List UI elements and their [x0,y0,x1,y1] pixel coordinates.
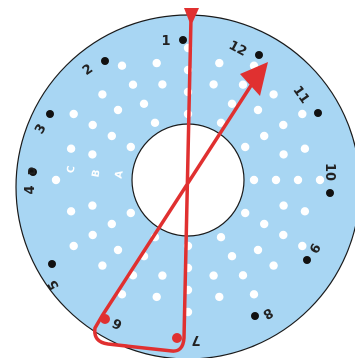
hole-dot [69,241,78,251]
hole-dot [152,292,161,302]
route-stop-7 [172,333,182,343]
marker-dots [29,36,334,320]
hole-dot [227,252,237,261]
hole-dot [158,80,167,89]
hour-marker-dot [101,57,109,65]
hole-dot [269,261,278,270]
hole-dot [150,118,160,128]
hole-dot [128,80,138,89]
hour-marker-dot [251,312,259,320]
hole-dot [139,99,149,109]
down-triangle-icon [184,8,199,26]
hole-dot [227,99,237,109]
hole-dot [158,271,167,280]
hole-dot [88,201,97,210]
hole-dot [253,105,263,115]
hole-dot [300,144,310,153]
hole-dot [215,292,224,302]
hole-dot [209,80,218,89]
hole-dot [298,109,307,119]
ring-label-b: B [90,169,102,178]
hole-dot [298,241,307,251]
ring-label-d: D [27,167,38,175]
arrowhead-icon [240,62,268,96]
hole-dot [249,175,259,185]
hole-dot [216,233,226,242]
hole-dot [51,175,61,185]
hole-dot [98,261,107,270]
hour-marker-dot [179,36,187,44]
hole-dot [126,142,135,152]
hole-dot [126,208,135,218]
hole-dot [117,290,127,299]
hour-marker-dot [29,168,37,176]
hole-dot [238,271,248,280]
hole-dot [241,208,250,218]
route-path [93,8,268,353]
hole-dot [279,230,288,240]
hole-dot [98,90,107,99]
hour-marker-dot [48,260,56,268]
hole-dot [260,219,269,229]
hole-dot [279,120,288,130]
hour-label-4: 4 [23,185,38,194]
ring-label-c: C [65,165,77,174]
hour-marker-dot [303,256,311,264]
hole-dot [107,219,117,229]
hole-dot [88,230,97,240]
hole-dot [293,175,303,185]
hour-marker-dot [46,110,54,118]
hour-marker-dot [314,109,322,117]
hole-dot [249,290,259,299]
hole-dot [260,131,269,141]
route-line [93,17,254,353]
hole-dot [152,58,161,68]
ring-label-a: A [113,170,125,180]
hole-dot [88,150,97,159]
hole-dot [66,144,76,153]
hole-dot [216,118,226,128]
hour-marker-dot [255,51,263,59]
hole-dot [113,105,123,115]
hole-dot [279,201,288,210]
hour-marker-dot [326,189,334,197]
hole-dot [253,245,263,255]
hole-dot [269,90,278,99]
route-stop-6 [100,314,110,324]
hole-dot [315,175,325,185]
hole-dot [209,271,218,280]
hour-label-10: 10 [322,163,337,181]
hole-dot [241,142,250,152]
hole-dot [215,58,224,68]
hour-label-7: 7 [191,332,200,347]
hole-dot [113,245,123,255]
hole-dot [88,120,97,130]
hole-dot [66,207,76,216]
hole-dot [107,131,117,141]
hole-dot [271,175,281,185]
hour-label-1: 1 [161,34,170,49]
hole-dot [279,150,288,159]
hole-dot [69,109,78,119]
hole-dot [117,61,127,70]
hole-dot [238,80,248,89]
hole-dot [300,207,310,216]
hole-dots [51,43,325,317]
